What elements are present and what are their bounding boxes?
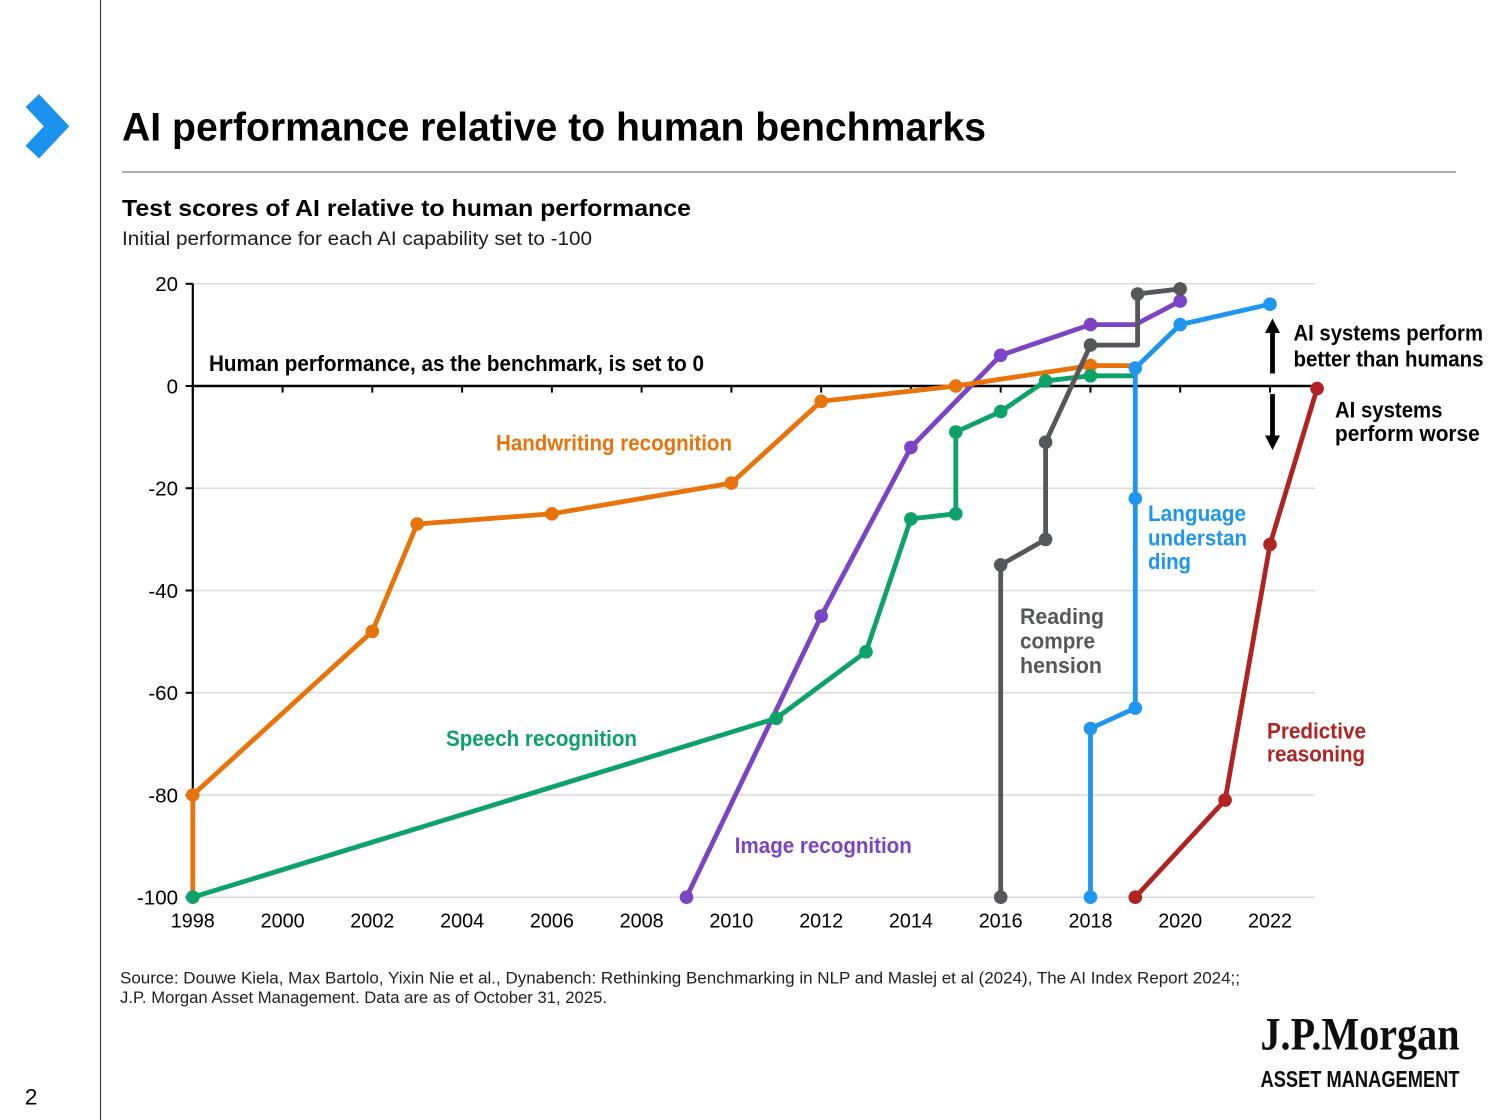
- svg-text:2018: 2018: [1069, 910, 1113, 933]
- svg-text:Source: Douwe Kiela, Max Barto: Source: Douwe Kiela, Max Bartolo, Yixin …: [120, 970, 1240, 988]
- svg-text:Predictive: Predictive: [1267, 718, 1366, 743]
- svg-text:2010: 2010: [709, 910, 753, 933]
- svg-text:2: 2: [25, 1084, 38, 1109]
- svg-text:ding: ding: [1148, 549, 1191, 574]
- svg-text:0: 0: [167, 375, 178, 398]
- svg-text:AI systems perform: AI systems perform: [1294, 321, 1484, 346]
- svg-text:-60: -60: [148, 682, 178, 705]
- svg-text:Test scores of AI relative to: Test scores of AI relative to human perf…: [122, 195, 691, 221]
- svg-text:-20: -20: [148, 478, 178, 501]
- svg-text:2004: 2004: [440, 910, 484, 933]
- svg-text:J.P. Morgan Asset Management.: J.P. Morgan Asset Management. Data are a…: [120, 989, 607, 1007]
- svg-text:1998: 1998: [171, 910, 215, 933]
- svg-text:AI performance relative to hum: AI performance relative to human benchma…: [122, 105, 986, 149]
- svg-text:20: 20: [155, 273, 178, 296]
- svg-text:Initial performance for each A: Initial performance for each AI capabili…: [122, 229, 592, 250]
- svg-text:2002: 2002: [350, 910, 394, 933]
- svg-text:Handwriting recognition: Handwriting recognition: [496, 431, 732, 456]
- svg-text:better than humans: better than humans: [1294, 347, 1484, 372]
- svg-text:compre: compre: [1020, 629, 1095, 654]
- svg-text:2020: 2020: [1158, 910, 1202, 933]
- svg-text:Image recognition: Image recognition: [735, 833, 912, 858]
- svg-text:2008: 2008: [620, 910, 664, 933]
- svg-text:2016: 2016: [979, 910, 1023, 933]
- svg-text:2000: 2000: [261, 910, 305, 933]
- svg-text:Reading: Reading: [1020, 604, 1104, 629]
- svg-text:AI systems: AI systems: [1335, 397, 1442, 422]
- svg-text:J.P.Morgan: J.P.Morgan: [1261, 1009, 1460, 1061]
- svg-text:Language: Language: [1148, 501, 1246, 526]
- svg-text:-100: -100: [137, 887, 178, 910]
- svg-text:Human performance, as the benc: Human performance, as the benchmark, is …: [209, 351, 704, 376]
- svg-text:2022: 2022: [1248, 910, 1292, 933]
- svg-text:Speech recognition: Speech recognition: [446, 726, 637, 751]
- svg-text:2012: 2012: [799, 910, 843, 933]
- svg-text:ASSET MANAGEMENT: ASSET MANAGEMENT: [1261, 1066, 1460, 1092]
- svg-text:reasoning: reasoning: [1267, 742, 1365, 767]
- svg-text:perform worse: perform worse: [1335, 421, 1480, 446]
- svg-text:2014: 2014: [889, 910, 933, 933]
- svg-text:2006: 2006: [530, 910, 574, 933]
- svg-text:understan: understan: [1148, 526, 1247, 551]
- svg-text:-80: -80: [148, 784, 178, 807]
- svg-text:-40: -40: [148, 580, 178, 603]
- svg-text:hension: hension: [1020, 653, 1102, 678]
